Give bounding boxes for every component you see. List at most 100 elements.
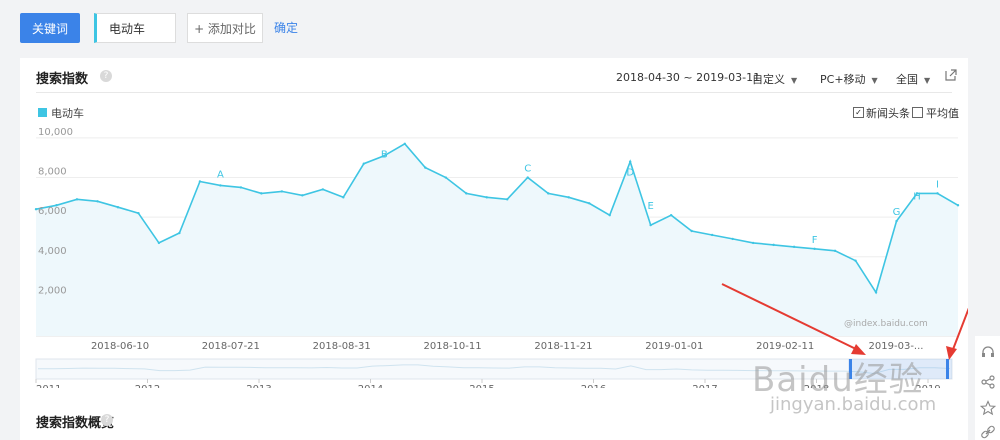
data-point [465, 192, 468, 195]
data-point [669, 213, 673, 217]
data-point [321, 188, 325, 191]
red-arrow-2 [946, 307, 968, 360]
news-checkbox-label: 新闻头条 [866, 107, 910, 120]
year-label: 2012 [135, 384, 160, 388]
data-point [403, 142, 406, 146]
data-point [485, 196, 488, 199]
range-handle-right[interactable] [946, 359, 949, 379]
baidu-watermark-url: jingyan.baidu.com [770, 394, 937, 415]
data-point [731, 237, 734, 241]
y-tick-label: 2,000 [38, 285, 67, 296]
range-slider[interactable] [35, 358, 953, 380]
date-range[interactable]: 2018-04-30 ~ 2019-03-11 [616, 71, 761, 84]
x-tick-label: 2019-01-01 [645, 341, 703, 352]
device-label: PC+移动 [820, 73, 866, 86]
avg-checkbox-label: 平均值 [926, 107, 959, 120]
annotation-label: C [524, 164, 531, 175]
y-tick-label: 6,000 [38, 206, 67, 217]
data-point [936, 192, 939, 195]
year-label: 2016 [581, 384, 606, 388]
headset-icon[interactable] [980, 344, 996, 360]
annotation-label: A [217, 169, 224, 180]
keyword-button[interactable]: 关键词 [20, 13, 80, 43]
year-label: 2014 [358, 384, 383, 388]
custom-dropdown[interactable]: 自定义 ▼ [752, 71, 797, 87]
x-tick-label: 2018-10-11 [424, 341, 482, 352]
x-tick-label: 2018-08-31 [313, 341, 371, 352]
confirm-link[interactable]: 确定 [274, 21, 299, 35]
data-points [34, 142, 960, 294]
y-tick-label: 4,000 [38, 246, 67, 257]
data-point [547, 192, 550, 195]
range-selection[interactable] [848, 359, 952, 379]
help-icon[interactable]: ? [101, 414, 113, 426]
range-handle-left[interactable] [849, 359, 852, 379]
series-area [36, 143, 958, 336]
data-point [444, 176, 447, 179]
data-point [362, 162, 366, 165]
x-tick-label: 2018-07-21 [202, 341, 260, 352]
chevron-down-icon: ▼ [871, 76, 878, 85]
year-label: 2019 [915, 384, 940, 388]
x-tick-label: 2018-11-21 [534, 341, 592, 352]
x-tick-label: 2018-06-10 [91, 341, 149, 352]
search-index-card: 搜索指数 ? 2018-04-30 ~ 2019-03-11 自定义 ▼ PC+移… [20, 58, 968, 440]
data-point [874, 291, 878, 294]
news-checkbox[interactable]: ✓ [853, 107, 864, 118]
avg-checkbox[interactable] [912, 107, 923, 118]
data-point [649, 223, 652, 227]
y-axis: 2,000 4,000 6,000 8,000 10,000 [38, 128, 73, 296]
data-point [137, 211, 140, 215]
data-point [588, 202, 591, 205]
annotation-label: I [936, 179, 939, 190]
chart-watermark: @index.baidu.com [844, 319, 928, 329]
help-icon[interactable]: ? [100, 70, 112, 82]
region-label: 全国 [896, 73, 918, 86]
device-dropdown[interactable]: PC+移动 ▼ [820, 71, 878, 87]
annotation-label: H [913, 191, 921, 202]
share-icon[interactable] [980, 374, 996, 390]
data-point [34, 208, 38, 211]
x-axis: 2018-06-10 2018-07-21 2018-08-31 2018-10-11… [91, 341, 924, 352]
region-dropdown[interactable]: 全国 ▼ [896, 71, 930, 87]
year-label: 2015 [469, 384, 494, 388]
baidu-watermark: Baidu经验 [752, 360, 924, 400]
legend-swatch [38, 108, 47, 117]
link-icon[interactable] [980, 424, 996, 440]
keyword-input[interactable]: 电动车 [94, 13, 176, 43]
data-point [895, 219, 898, 223]
overview-title: 搜索指数概览 [36, 416, 115, 431]
overview-line [38, 364, 951, 375]
annotation-label: F [812, 235, 818, 246]
chevron-down-icon: ▼ [924, 76, 931, 85]
data-point [280, 190, 284, 193]
data-point [915, 192, 919, 195]
custom-label: 自定义 [752, 73, 785, 86]
divider [36, 92, 952, 93]
data-point [608, 213, 611, 217]
export-icon[interactable] [944, 68, 958, 82]
year-label: 2017 [692, 384, 717, 388]
top-toolbar: 关键词 电动车 + 添加对比 确定 [0, 0, 1000, 56]
overview-years: 2011 2012 2013 2014 2015 2016 2017 2018 2019 [35, 379, 941, 388]
data-point [383, 154, 386, 157]
data-point [956, 204, 960, 207]
add-compare-button[interactable]: + 添加对比 [187, 13, 263, 43]
red-arrow-1 [721, 283, 866, 355]
data-point [506, 198, 509, 201]
legend-label: 电动车 [51, 107, 84, 120]
data-point [792, 245, 796, 249]
chevron-down-icon: ▼ [791, 76, 798, 85]
data-point [567, 196, 570, 199]
data-point [751, 241, 755, 245]
data-point [260, 192, 263, 195]
data-point [854, 259, 857, 262]
data-point [833, 249, 837, 253]
data-point [628, 160, 632, 163]
data-point [178, 231, 181, 235]
data-point [813, 247, 816, 251]
star-icon[interactable] [980, 400, 996, 416]
data-point [690, 229, 693, 233]
y-tick-label: 10,000 [38, 128, 73, 138]
side-toolbar [975, 336, 1000, 440]
